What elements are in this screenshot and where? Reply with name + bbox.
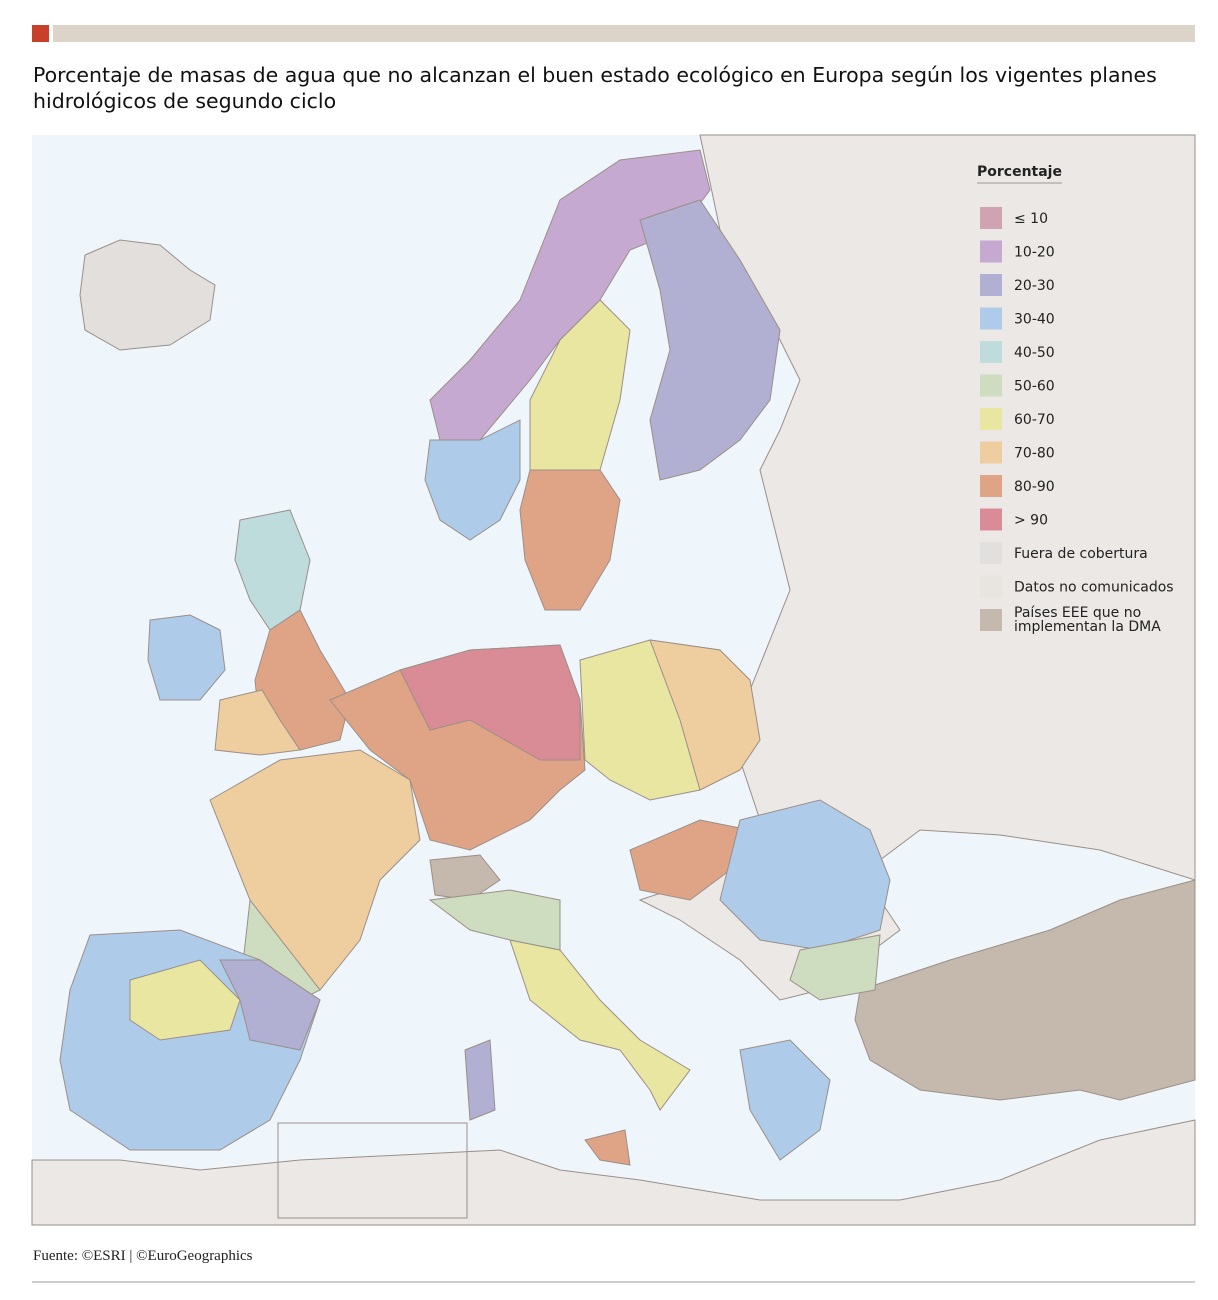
- legend-label: ≤ 10: [1014, 211, 1048, 227]
- land: [31, 134, 1196, 1226]
- legend-label: 40-50: [1014, 345, 1055, 361]
- top-bar: [53, 25, 1195, 42]
- legend-swatch: [980, 475, 1002, 497]
- legend-swatch: [980, 207, 1002, 229]
- legend-label: 70-80: [1014, 446, 1055, 462]
- legend-label: 10-20: [1014, 245, 1055, 261]
- legend-swatch: [980, 441, 1002, 464]
- legend-label: 20-30: [1014, 278, 1055, 294]
- legend-swatch: [980, 341, 1002, 363]
- legend: Porcentaje ≤ 10 10-20 20-30 30-40 40-50 50-60…: [977, 164, 1174, 635]
- legend-swatch: [980, 274, 1002, 296]
- legend-label: 50-60: [1014, 379, 1055, 395]
- legend-swatch: [980, 408, 1002, 430]
- legend-swatch: [980, 575, 1002, 598]
- legend-label: Datos no comunicados: [1014, 580, 1174, 596]
- legend-label: Fuera de cobertura: [1014, 546, 1148, 562]
- legend-label: 80-90: [1014, 479, 1055, 495]
- legend-label: Países EEE que no: [1014, 605, 1141, 621]
- legend-swatch: [980, 609, 1002, 631]
- legend-title: Porcentaje: [977, 164, 1062, 180]
- legend-swatch: [980, 542, 1002, 564]
- legend-label: 30-40: [1014, 312, 1055, 328]
- legend-swatch: [980, 240, 1002, 263]
- legend-swatch: [980, 307, 1002, 330]
- legend-swatch: [980, 374, 1002, 397]
- legend-label: implementan la DMA: [1014, 619, 1161, 635]
- title: Porcentaje de masas de agua que no alcan…: [33, 63, 1157, 113]
- legend-label: 60-70: [1014, 412, 1055, 428]
- legend-swatch: [980, 508, 1002, 531]
- legend-label: > 90: [1014, 513, 1048, 529]
- accent: [32, 25, 49, 42]
- source: Fuente: ©ESRI | ©EuroGeographics: [33, 1248, 253, 1264]
